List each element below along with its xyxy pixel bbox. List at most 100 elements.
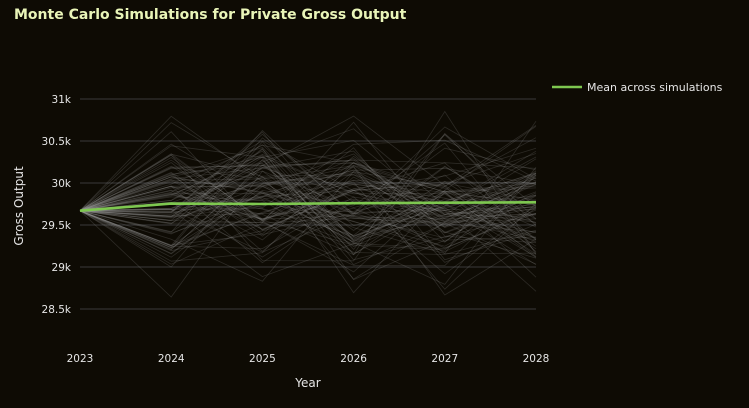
chart-title: Monte Carlo Simulations for Private Gros…: [14, 7, 407, 23]
simulation-line: [79, 139, 537, 215]
simulation-line: [79, 180, 537, 240]
simulation-line: [79, 147, 537, 281]
simulation-line: [79, 141, 537, 248]
y-tick-label: 28.5k: [42, 304, 72, 316]
simulation-line: [79, 154, 537, 221]
simulation-line: [79, 174, 537, 251]
simulation-line: [79, 161, 537, 262]
simulation-line: [79, 183, 537, 239]
simulation-line: [79, 162, 537, 228]
y-axis-title: Gross Output: [12, 166, 26, 246]
simulation-line: [79, 120, 537, 255]
simulation-line: [79, 176, 537, 257]
simulation-line: [79, 159, 537, 238]
x-axis-title: Year: [294, 376, 320, 390]
simulation-line: [79, 178, 537, 266]
simulation-line: [79, 171, 537, 282]
simulation-line: [79, 150, 537, 243]
simulation-line: [79, 153, 537, 212]
simulation-line: [79, 172, 537, 252]
simulation-line: [79, 144, 537, 227]
x-tick-label: 2026: [340, 353, 367, 365]
simulation-line: [79, 133, 537, 252]
simulation-line: [79, 210, 537, 265]
simulation-line: [79, 131, 537, 231]
simulation-line: [79, 166, 537, 296]
simulation-line: [79, 207, 537, 252]
simulation-line: [79, 201, 537, 253]
y-tick-label: 29k: [52, 262, 72, 274]
mean-series-line: [79, 201, 537, 212]
simulation-line: [79, 162, 537, 212]
simulation-line: [79, 130, 537, 233]
simulation-line: [79, 139, 537, 212]
simulation-line: [79, 164, 537, 251]
simulation-line: [79, 147, 537, 242]
simulation-line: [79, 131, 537, 255]
simulation-line: [79, 145, 537, 294]
simulation-line: [79, 181, 537, 290]
simulation-line: [79, 158, 537, 216]
simulation-line: [79, 156, 537, 217]
simulation-line: [79, 174, 537, 264]
simulation-line: [79, 183, 537, 254]
simulation-line: [79, 115, 537, 247]
simulation-line: [79, 147, 537, 261]
simulation-line: [79, 153, 537, 273]
x-tick-label: 2023: [67, 353, 94, 365]
simulation-line: [79, 159, 537, 250]
simulation-line: [79, 121, 537, 244]
simulation-line: [79, 192, 537, 220]
simulation-line: [79, 137, 537, 246]
y-tick-label: 31k: [52, 94, 72, 106]
simulation-line: [79, 115, 537, 237]
simulation-line: [79, 190, 537, 217]
simulation-line: [79, 172, 537, 245]
simulation-line: [79, 164, 537, 239]
simulation-line: [79, 155, 537, 258]
simulation-line: [79, 174, 537, 233]
simulation-line: [79, 133, 537, 262]
x-tick-label: 2024: [158, 353, 185, 365]
simulation-line: [79, 167, 537, 275]
simulation-line: [79, 184, 537, 255]
simulation-line: [79, 174, 537, 247]
simulation-line: [79, 150, 537, 261]
simulation-line: [79, 155, 537, 246]
simulation-line: [79, 134, 537, 253]
simulation-line: [79, 132, 537, 251]
y-tick-label: 30k: [52, 178, 72, 190]
x-tick-label: 2027: [431, 353, 458, 365]
simulation-line: [79, 194, 537, 223]
simulation-line: [79, 167, 537, 285]
simulation-line: [79, 140, 537, 212]
simulation-line: [79, 153, 537, 280]
x-tick-label: 2025: [249, 353, 276, 365]
y-tick-label: 29.5k: [42, 220, 72, 232]
simulation-line: [79, 175, 537, 267]
simulation-line: [79, 137, 537, 292]
simulation-line: [79, 167, 537, 212]
simulation-line: [79, 184, 537, 235]
simulation-line: [79, 157, 537, 228]
simulation-line: [79, 192, 537, 239]
simulation-line: [79, 189, 537, 234]
legend-label-mean: Mean across simulations: [587, 81, 723, 94]
simulation-line: [79, 170, 537, 298]
simulation-line: [79, 169, 537, 215]
simulation-line: [79, 159, 537, 241]
simulation-line: [79, 142, 537, 258]
simulation-line: [79, 172, 537, 259]
simulation-line: [79, 176, 537, 243]
simulation-line: [79, 171, 537, 231]
simulation-line: [79, 166, 537, 236]
simulation-line: [79, 144, 537, 212]
simulation-line: [79, 153, 537, 233]
y-tick-label: 30.5k: [42, 136, 72, 148]
simulation-line: [79, 166, 537, 263]
simulation-line: [79, 196, 537, 250]
legend: Mean across simulations: [552, 81, 723, 94]
simulation-line: [79, 125, 537, 256]
x-tick-label: 2028: [523, 353, 550, 365]
